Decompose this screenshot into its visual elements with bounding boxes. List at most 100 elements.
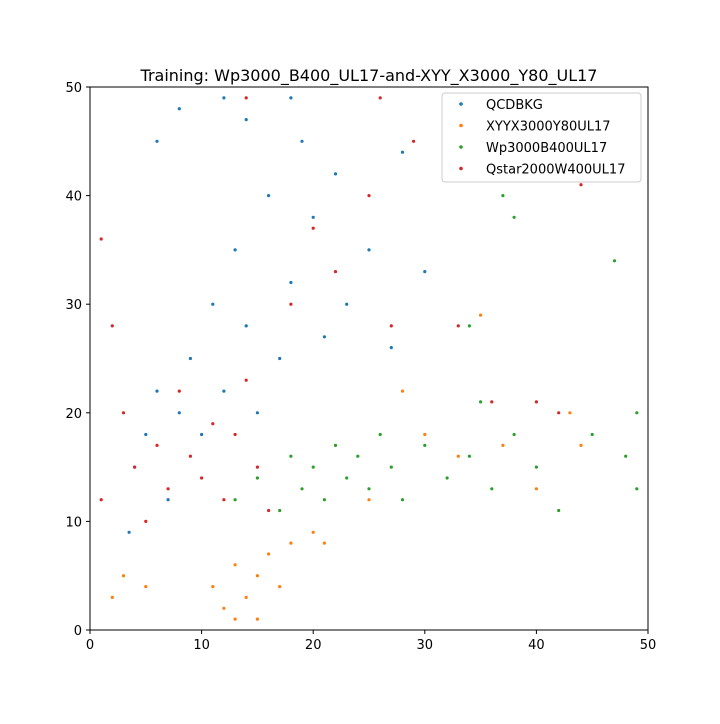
legend-marker xyxy=(459,123,463,128)
data-point xyxy=(255,617,259,621)
data-point xyxy=(289,280,293,285)
data-point xyxy=(512,432,516,437)
data-point xyxy=(635,411,639,415)
data-point xyxy=(278,356,282,361)
data-point xyxy=(200,476,204,480)
data-point xyxy=(423,270,427,274)
data-point xyxy=(188,356,192,361)
x-tick-label: 30 xyxy=(417,638,434,653)
data-point xyxy=(233,563,237,567)
data-point xyxy=(222,498,226,502)
data-point xyxy=(244,118,248,122)
data-point xyxy=(233,432,237,437)
data-point xyxy=(222,606,226,610)
data-point xyxy=(244,595,248,600)
data-point xyxy=(155,443,159,447)
data-point xyxy=(144,585,148,589)
data-point xyxy=(177,107,181,111)
data-point xyxy=(490,400,494,404)
data-point xyxy=(289,541,293,545)
data-point xyxy=(333,172,338,176)
data-point xyxy=(211,422,215,426)
data-point xyxy=(166,487,170,491)
legend-label: Qstar2000W400UL17 xyxy=(486,163,625,178)
x-tick-label: 10 xyxy=(193,638,210,653)
data-point xyxy=(121,574,126,578)
data-point xyxy=(445,476,449,480)
chart-title: Training: Wp3000_B400_UL17-and-XYY_X3000… xyxy=(140,66,598,86)
data-point xyxy=(211,302,215,306)
data-point xyxy=(300,139,304,143)
legend-label: Wp3000B400UL17 xyxy=(486,141,607,156)
data-point xyxy=(423,432,427,437)
legend: QCDBKG XYYX3000Y80UL17 Wp3000B400UL17 Qstar… xyxy=(441,92,642,183)
data-point xyxy=(289,454,293,458)
data-point xyxy=(389,465,393,469)
data-point xyxy=(635,487,639,491)
data-point xyxy=(400,389,405,393)
data-point xyxy=(311,530,315,534)
data-point xyxy=(534,465,539,469)
data-point xyxy=(579,443,583,447)
ticks-layer: 0 10 20 30 40 50 0 10 20 30 40 50 xyxy=(65,81,656,653)
data-point xyxy=(278,508,282,513)
data-point xyxy=(367,498,371,502)
x-tick-label: 40 xyxy=(528,638,545,653)
data-point xyxy=(400,498,405,502)
x-tick-label: 0 xyxy=(86,638,94,653)
data-point xyxy=(255,411,259,415)
data-point xyxy=(233,617,237,621)
data-point xyxy=(467,454,471,458)
data-point xyxy=(624,454,628,458)
data-point xyxy=(99,237,103,241)
data-point xyxy=(255,574,259,578)
data-point xyxy=(155,139,159,143)
data-point xyxy=(133,465,137,469)
data-point xyxy=(110,324,114,328)
data-point xyxy=(345,476,349,480)
data-point xyxy=(311,465,315,469)
data-point xyxy=(333,270,338,274)
data-point xyxy=(389,346,393,350)
data-point xyxy=(356,454,360,458)
y-tick-label: 0 xyxy=(74,624,82,639)
points-layer xyxy=(99,96,639,621)
legend-marker xyxy=(459,102,463,106)
legend-label: QCDBKG xyxy=(486,98,543,113)
data-point xyxy=(378,96,382,100)
data-point xyxy=(479,313,483,317)
data-point xyxy=(490,487,494,491)
series-Qstar2000W400UL17 xyxy=(99,96,583,524)
data-point xyxy=(222,389,226,393)
data-point xyxy=(127,530,131,534)
data-point xyxy=(155,389,159,393)
data-point xyxy=(311,226,315,230)
data-point xyxy=(501,443,505,447)
data-point xyxy=(534,400,539,404)
series-Wp3000B400UL17 xyxy=(233,194,639,513)
data-point xyxy=(534,487,539,491)
data-point xyxy=(389,324,393,328)
data-point xyxy=(322,498,326,502)
data-point xyxy=(479,400,483,404)
data-point xyxy=(233,248,237,252)
data-point xyxy=(456,454,460,458)
data-point xyxy=(590,432,594,437)
series-QCDBKG xyxy=(127,96,427,534)
data-point xyxy=(267,552,271,556)
data-point xyxy=(289,302,293,306)
data-point xyxy=(557,508,561,513)
data-point xyxy=(200,432,204,437)
data-point xyxy=(255,465,259,469)
data-point xyxy=(322,335,326,339)
data-point xyxy=(300,487,304,491)
data-point xyxy=(612,259,617,263)
data-point xyxy=(177,411,181,415)
data-point xyxy=(289,96,293,100)
data-point xyxy=(244,378,248,382)
data-point xyxy=(255,476,259,480)
series-XYYX3000Y80UL17 xyxy=(110,313,583,621)
data-point xyxy=(367,248,371,252)
data-point xyxy=(144,519,148,524)
